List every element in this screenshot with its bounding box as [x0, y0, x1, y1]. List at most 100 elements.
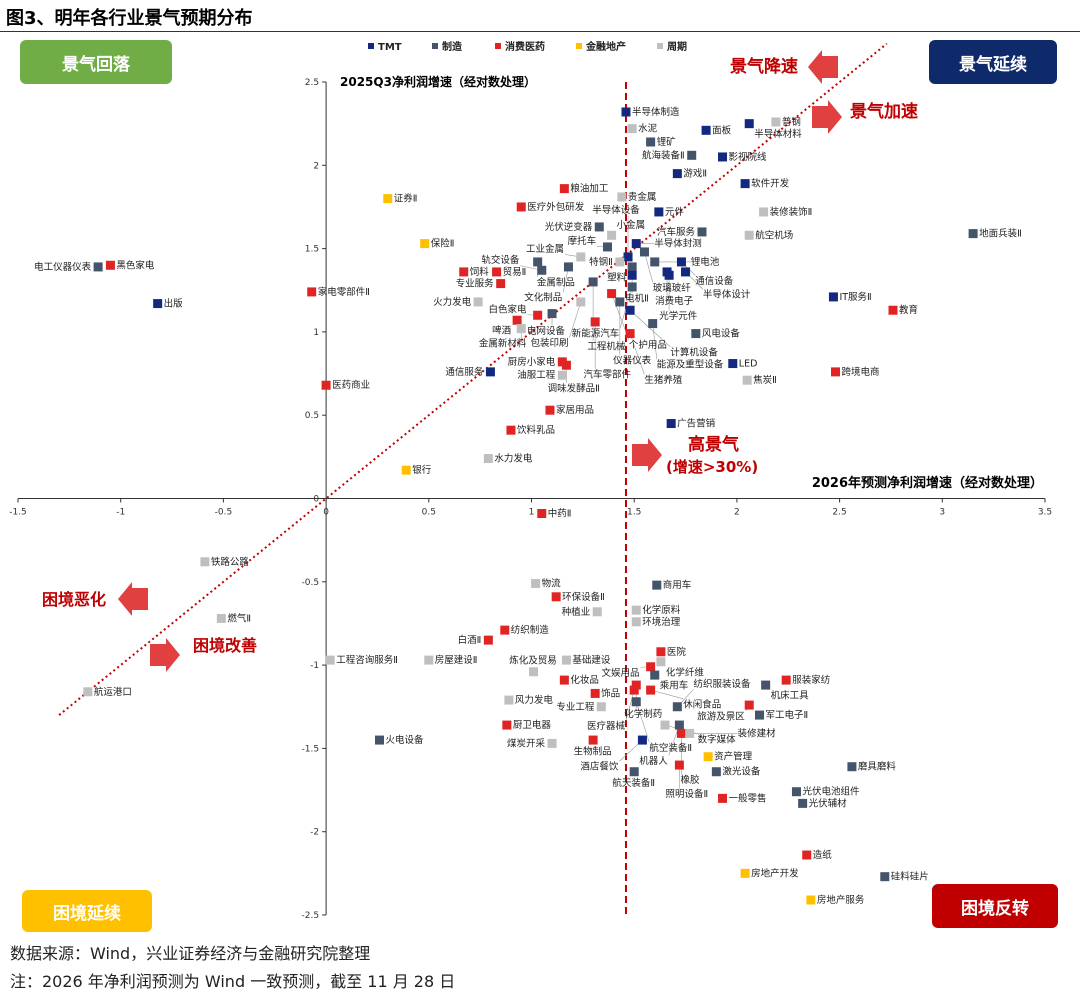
data-label: 影视院线 — [729, 151, 768, 163]
x-tick-label: -1 — [116, 508, 125, 518]
data-label: 锂矿 — [657, 136, 677, 148]
data-label: 教育 — [899, 304, 918, 316]
data-point — [672, 702, 682, 712]
data-label: 贵金属 — [628, 191, 657, 203]
footnote: 注：2026 年净利润预测为 Wind 一致预测，截至 11 月 28 日 — [10, 972, 456, 991]
data-label: 装修建材 — [738, 727, 777, 739]
x-tick-label: -1.5 — [9, 508, 27, 518]
annotation-accel: 景气加速 — [850, 101, 918, 122]
x-tick-label: 2.5 — [832, 508, 846, 518]
data-label: 粮油加工 — [570, 183, 609, 195]
arrow-right-icon — [812, 100, 842, 134]
label-leader-line — [644, 251, 654, 283]
quadrant-label-top-right: 景气延续 — [929, 40, 1057, 84]
data-point — [576, 297, 586, 307]
data-label: 商用车 — [663, 579, 692, 591]
data-label: 医药商业 — [332, 379, 370, 391]
legend-item: TMT — [378, 42, 402, 53]
data-label: 服装家纺 — [792, 674, 831, 686]
data-point — [93, 262, 103, 272]
data-point — [576, 252, 586, 262]
data-label: LED — [739, 359, 758, 370]
data-label: 物流 — [542, 577, 562, 589]
data-point — [627, 270, 637, 280]
label-leader-line — [652, 323, 658, 360]
data-point — [718, 152, 728, 162]
data-label: 化学制药 — [624, 708, 662, 720]
data-label: 休闲食品 — [683, 698, 721, 710]
x-tick-label: -0.5 — [215, 508, 233, 518]
data-point — [375, 735, 385, 745]
data-label: 面板 — [712, 124, 732, 136]
data-point — [781, 675, 791, 685]
annotation-improve: 困境改善 — [193, 636, 257, 655]
data-label: 消费电子 — [655, 295, 694, 307]
data-label: 半导体封测 — [654, 238, 702, 250]
data-label: 机器人 — [639, 755, 668, 767]
data-point — [740, 179, 750, 189]
data-point — [631, 605, 641, 615]
figure-title: 图3、明年各行业景气预期分布 — [6, 8, 253, 29]
data-label: 航海装备Ⅱ — [642, 149, 685, 161]
legend-swatch — [576, 43, 582, 49]
data-point — [420, 239, 430, 249]
annotation-high-sub: (增速>30%) — [666, 458, 758, 476]
data-label: 调味发酵品Ⅱ — [548, 382, 600, 394]
legend-item: 金融地产 — [585, 40, 626, 53]
data-point — [847, 762, 857, 772]
data-point — [742, 375, 752, 385]
data-point — [516, 202, 526, 212]
data-point — [321, 380, 331, 390]
data-label: 摩托车 — [568, 235, 597, 247]
data-point — [547, 738, 557, 748]
data-point — [500, 625, 510, 635]
arrow-left-icon — [808, 50, 838, 84]
data-point — [559, 184, 569, 194]
data-point — [607, 230, 617, 240]
data-point — [656, 657, 666, 667]
data-point — [483, 454, 493, 464]
data-label: 一般零售 — [729, 792, 767, 804]
y-axis-label: 2025Q3净利润增速（经对数处理） — [340, 74, 536, 89]
data-point — [637, 735, 647, 745]
data-point — [888, 305, 898, 315]
data-label: 照明设备Ⅱ — [666, 788, 709, 800]
data-label: 出版 — [164, 298, 184, 310]
data-label: 炼化及贸易 — [509, 654, 557, 666]
data-label: 铁路公路 — [211, 556, 250, 568]
x-tick-label: 2 — [734, 508, 740, 518]
data-label: 纺织制造 — [511, 624, 550, 636]
data-label: 房屋建设Ⅱ — [435, 654, 478, 666]
data-point — [537, 508, 547, 518]
arrow-left-icon — [118, 582, 148, 616]
data-label: 机床工具 — [771, 690, 810, 702]
data-point — [592, 607, 602, 617]
data-label: 航天装备Ⅱ — [612, 777, 655, 789]
data-point — [627, 124, 637, 134]
data-label: 房地产服务 — [817, 894, 865, 906]
data-label: 油服工程 — [517, 369, 556, 381]
data-point — [791, 787, 801, 797]
data-point — [216, 613, 226, 623]
data-point — [830, 367, 840, 377]
data-label: 金属制品 — [537, 276, 575, 288]
x-tick-label: 1 — [529, 508, 535, 518]
data-point — [615, 257, 625, 267]
y-tick-label: -0.5 — [302, 578, 320, 588]
data-label: 塑料 — [607, 271, 627, 283]
x-tick-label: 0.5 — [422, 508, 436, 518]
data-point — [625, 329, 635, 339]
data-label: 造纸 — [813, 849, 833, 861]
data-label: 化学原料 — [642, 604, 681, 616]
data-label: 贸易Ⅱ — [503, 266, 527, 278]
data-point — [674, 760, 684, 770]
data-point — [685, 728, 695, 738]
data-label: 硅料硅片 — [891, 871, 929, 883]
data-point — [631, 697, 641, 707]
data-point — [506, 425, 516, 435]
quadrant-label-bottom-left: 困境延续 — [22, 890, 152, 932]
data-label: 跨境电商 — [841, 366, 879, 378]
data-label: 啤酒 — [492, 325, 512, 337]
legend-item: 周期 — [667, 40, 687, 53]
data-label: 厨房小家电 — [508, 356, 556, 368]
